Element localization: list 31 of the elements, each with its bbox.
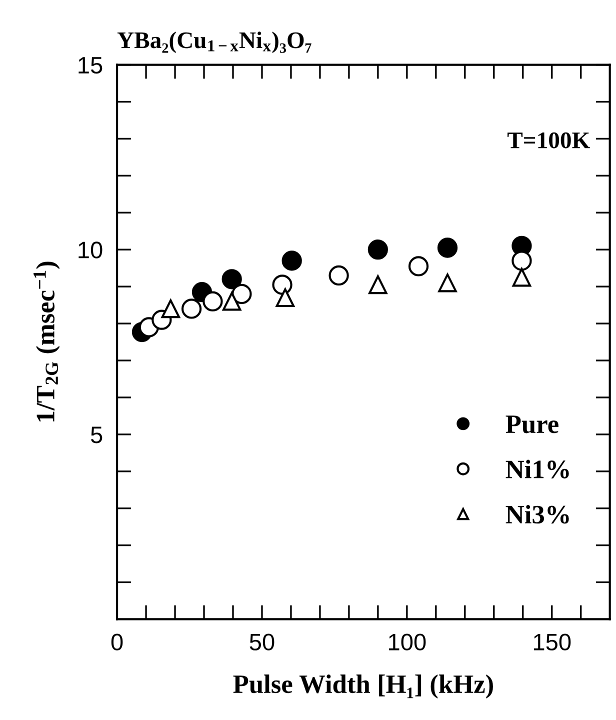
x-tick-label: 0 <box>111 634 123 650</box>
chart-title: YBa₂(Cu$_{1−x}$Ni$_{x}$)₃O₇ <box>117 32 312 54</box>
legend-label: Pure <box>506 416 558 434</box>
point <box>512 250 532 271</box>
point <box>202 291 223 312</box>
x-tick-label: 150 <box>534 634 571 650</box>
annotation: T=100K <box>508 132 590 148</box>
point <box>408 256 429 276</box>
x-axis-title: Pulse Width [H₁] (kHz) <box>233 674 493 698</box>
y-tick-label: 15 <box>78 57 102 74</box>
point <box>368 275 388 294</box>
point <box>276 288 295 308</box>
y-axis-title: 1/T$_{2G}$ (msec$^{−1}$) <box>34 262 60 422</box>
point <box>438 273 457 292</box>
point <box>512 268 532 287</box>
point <box>222 292 242 311</box>
point <box>328 265 349 286</box>
legend-label: Ni1% <box>506 460 569 478</box>
point <box>282 250 302 271</box>
x-tick-label: 50 <box>250 634 274 650</box>
point <box>181 298 202 319</box>
point <box>232 284 252 304</box>
point <box>437 238 458 258</box>
point <box>368 240 388 260</box>
point <box>161 299 180 318</box>
y-tick-label: 10 <box>78 242 102 258</box>
x-tick-label: 100 <box>389 634 426 650</box>
y-tick-label: 5 <box>90 426 102 444</box>
point <box>272 274 292 295</box>
legend-label: Ni3% <box>506 504 569 524</box>
point <box>222 269 242 290</box>
